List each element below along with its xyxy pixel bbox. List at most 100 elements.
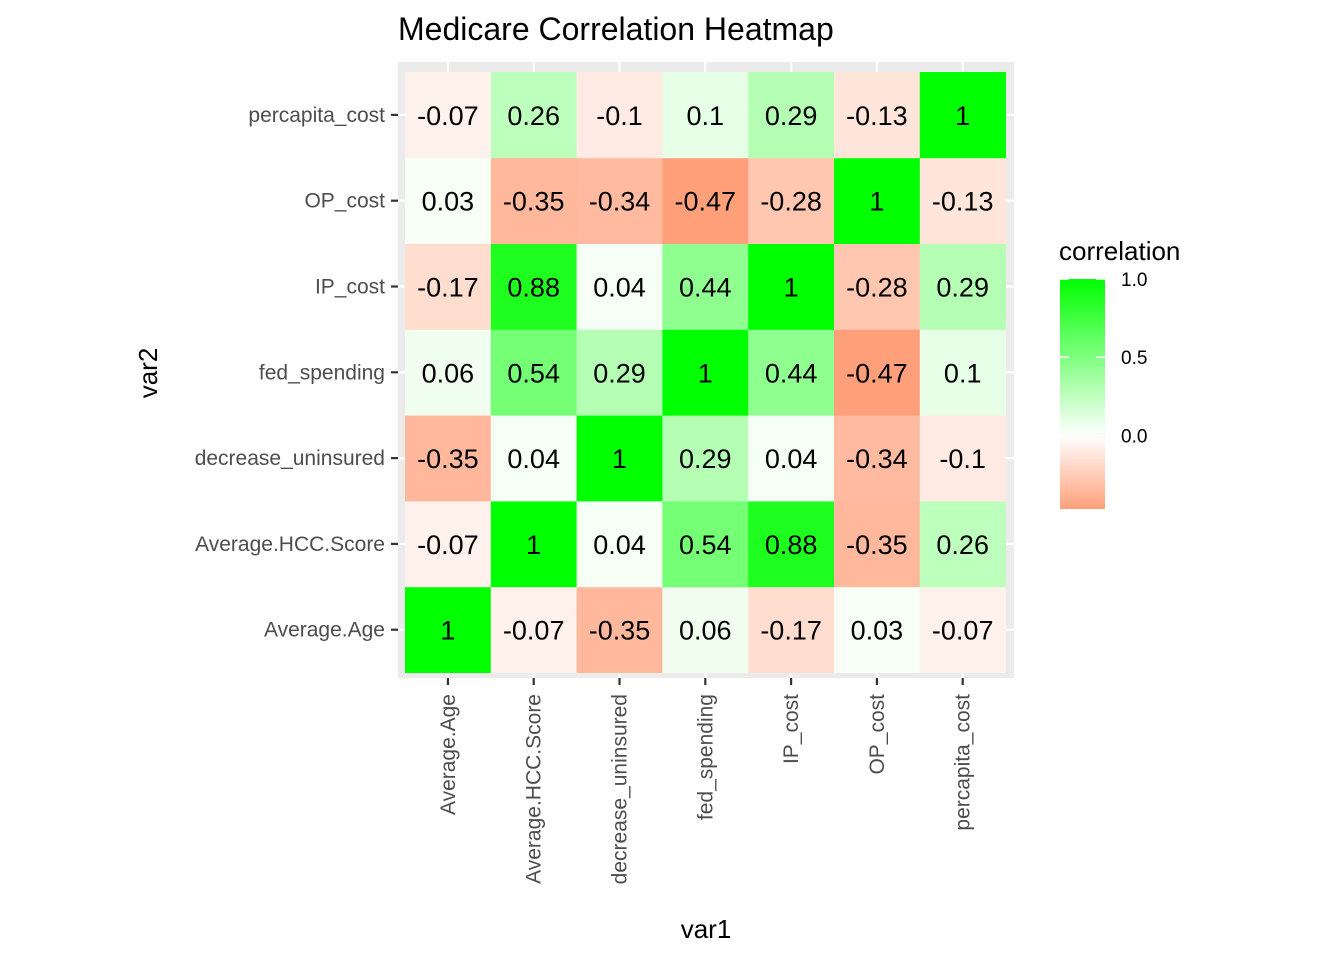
heatmap-cell bbox=[490, 329, 577, 416]
heatmap-cell bbox=[576, 329, 663, 416]
cell-value-label: -0.07 bbox=[417, 101, 479, 131]
cell-value-label: 0.1 bbox=[687, 101, 725, 131]
cell-value-label: -0.13 bbox=[846, 101, 908, 131]
legend-break-label: 1.0 bbox=[1121, 270, 1147, 291]
heatmap-cells bbox=[405, 72, 1006, 673]
legend-break-label: 0.0 bbox=[1121, 426, 1147, 447]
heatmap-cell bbox=[576, 586, 663, 673]
heatmap-cell bbox=[662, 415, 749, 502]
cell-value-label: -0.17 bbox=[760, 616, 822, 646]
y-tick-label: OP_cost bbox=[304, 190, 385, 213]
heatmap-cell bbox=[748, 415, 835, 502]
heatmap-cell bbox=[405, 329, 492, 416]
x-tick-label: Average.Age bbox=[437, 694, 460, 815]
cell-value-label: 0.29 bbox=[593, 358, 646, 388]
cell-value-label: -0.35 bbox=[417, 444, 479, 474]
heatmap-cell bbox=[919, 501, 1006, 588]
x-tick-label: fed_spending bbox=[694, 694, 717, 820]
cell-value-label: -0.1 bbox=[596, 101, 643, 131]
heatmap-cell bbox=[490, 501, 577, 588]
cell-value-label: -0.17 bbox=[417, 273, 479, 303]
cell-value-label: 0.26 bbox=[936, 530, 989, 560]
cell-value-label: -0.07 bbox=[417, 530, 479, 560]
cell-value-label: 1 bbox=[440, 616, 455, 646]
cell-value-label: 0.04 bbox=[593, 273, 646, 303]
cell-value-label: 0.04 bbox=[765, 444, 818, 474]
x-tick-label: OP_cost bbox=[866, 694, 889, 775]
cell-value-label: -0.47 bbox=[675, 187, 737, 217]
cell-value-label: -0.47 bbox=[846, 358, 908, 388]
cell-value-label: 0.26 bbox=[507, 101, 560, 131]
heatmap-cell bbox=[576, 72, 663, 159]
cell-value-label: 0.1 bbox=[944, 358, 982, 388]
heatmap-cell bbox=[662, 586, 749, 673]
heatmap-cell bbox=[919, 157, 1006, 244]
cell-value-label: 0.04 bbox=[507, 444, 560, 474]
x-axis-title: var1 bbox=[681, 914, 732, 944]
heatmap-cell bbox=[748, 243, 835, 330]
y-tick-label: fed_spending bbox=[259, 361, 385, 384]
heatmap-cell bbox=[919, 329, 1006, 416]
cell-value-label: 0.44 bbox=[679, 273, 732, 303]
x-tick-label: decrease_uninsured bbox=[609, 694, 632, 884]
heatmap-cell bbox=[576, 501, 663, 588]
legend-break-label: 0.5 bbox=[1121, 348, 1147, 369]
cell-value-label: -0.28 bbox=[846, 273, 908, 303]
color-legend: correlation 1.0 0.5 0.0 bbox=[1059, 236, 1180, 509]
cell-value-label: 1 bbox=[869, 187, 884, 217]
heatmap-cell bbox=[490, 586, 577, 673]
heatmap-cell bbox=[490, 72, 577, 159]
heatmap-cell bbox=[576, 157, 663, 244]
cell-value-label: -0.1 bbox=[939, 444, 986, 474]
heatmap-cell bbox=[662, 501, 749, 588]
heatmap-cell bbox=[490, 157, 577, 244]
heatmap-cell bbox=[834, 72, 921, 159]
x-tick-label: IP_cost bbox=[780, 694, 803, 764]
cell-value-label: 0.88 bbox=[507, 273, 560, 303]
x-axis: Average.Age Average.HCC.Score decrease_uni… bbox=[437, 678, 975, 884]
cell-value-label: -0.07 bbox=[932, 616, 994, 646]
cell-value-label: 0.03 bbox=[422, 187, 475, 217]
cell-value-label: 1 bbox=[955, 101, 970, 131]
cell-value-label: 0.54 bbox=[679, 530, 732, 560]
heatmap-cell bbox=[834, 157, 921, 244]
heatmap-cell bbox=[834, 243, 921, 330]
y-tick-label: Average.HCC.Score bbox=[195, 533, 385, 556]
heatmap-cell bbox=[490, 415, 577, 502]
heatmap-cell bbox=[748, 72, 835, 159]
x-tick-label: Average.HCC.Score bbox=[523, 694, 546, 884]
heatmap-cell bbox=[662, 72, 749, 159]
heatmap-cell bbox=[834, 329, 921, 416]
legend-title: correlation bbox=[1059, 236, 1180, 266]
cell-value-label: 0.06 bbox=[422, 358, 475, 388]
heatmap-cell bbox=[834, 415, 921, 502]
heatmap-cell bbox=[748, 501, 835, 588]
heatmap-cell bbox=[405, 243, 492, 330]
cell-value-label: -0.35 bbox=[589, 616, 651, 646]
cell-value-label: 0.06 bbox=[679, 616, 732, 646]
heatmap-cell bbox=[834, 586, 921, 673]
cell-value-label: 0.29 bbox=[936, 273, 989, 303]
cell-value-label: 0.54 bbox=[507, 358, 560, 388]
cell-value-labels: 1 -0.07 -0.35 0.06 -0.17 0.03 -0.07 -0.07 1 0.04 0… bbox=[417, 101, 993, 646]
heatmap-cell bbox=[405, 157, 492, 244]
cell-value-label: 0.04 bbox=[593, 530, 646, 560]
heatmap-cell bbox=[405, 501, 492, 588]
cell-value-label: -0.07 bbox=[503, 616, 565, 646]
y-axis: Average.Age Average.HCC.Score decrease_uni… bbox=[195, 104, 398, 642]
cell-value-label: 0.29 bbox=[679, 444, 732, 474]
cell-value-label: -0.35 bbox=[846, 530, 908, 560]
cell-value-label: 0.03 bbox=[851, 616, 904, 646]
y-axis-title: var2 bbox=[133, 348, 163, 399]
legend-color-bar bbox=[1060, 279, 1105, 509]
cell-value-label: 1 bbox=[784, 273, 799, 303]
heatmap-cell bbox=[405, 72, 492, 159]
heatmap-cell bbox=[919, 415, 1006, 502]
heatmap-cell bbox=[748, 157, 835, 244]
heatmap-cell bbox=[662, 243, 749, 330]
cell-value-label: 0.29 bbox=[765, 101, 818, 131]
heatmap-cell bbox=[662, 157, 749, 244]
heatmap-cell bbox=[576, 243, 663, 330]
cell-value-label: -0.35 bbox=[503, 187, 565, 217]
